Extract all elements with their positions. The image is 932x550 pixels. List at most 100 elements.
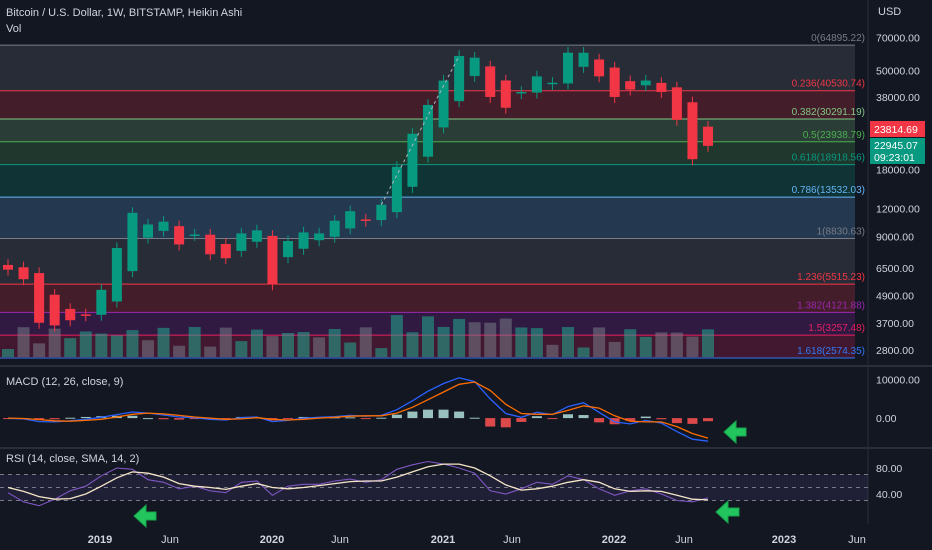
time-tick-label: Jun	[503, 534, 521, 546]
macd-histogram-bar	[547, 418, 558, 420]
trend-line[interactable]	[380, 55, 460, 205]
macd-histogram-bar	[485, 418, 496, 427]
candle-body	[438, 80, 449, 128]
volume-bar	[157, 327, 170, 357]
macd-histogram-bar	[438, 409, 449, 419]
volume-bar	[2, 349, 14, 357]
currency-label: USD	[878, 6, 901, 18]
candle-body	[96, 289, 107, 315]
volume-bar	[48, 328, 61, 357]
candle-body	[49, 294, 60, 326]
volume-bar	[33, 343, 46, 357]
candle-body	[314, 233, 325, 241]
price-scale[interactable]: 70000.0050000.0038000.0028000.0018000.00…	[870, 33, 925, 357]
volume-bar	[655, 332, 668, 357]
macd-histogram-bar	[345, 417, 356, 419]
macd-histogram-bar	[687, 418, 698, 424]
macd-histogram-bar	[360, 418, 371, 420]
macd-histogram-bar	[127, 415, 138, 419]
macd-histogram-bar	[49, 418, 60, 420]
candle-body	[609, 67, 620, 97]
candle-body	[640, 80, 651, 86]
macd-histogram-bar	[531, 416, 542, 419]
volume-bar	[375, 348, 388, 357]
time-tick-label: Jun	[331, 534, 349, 546]
macd-histogram-bar	[158, 418, 169, 420]
candle-body	[578, 52, 589, 67]
volume-bar	[546, 344, 559, 357]
volume-bar	[188, 327, 201, 357]
fib-level-label: 0.786(13532.03)	[792, 185, 865, 196]
macd-histogram-bar	[594, 418, 605, 423]
volume-bar	[670, 332, 683, 357]
macd-histogram-bar	[391, 414, 402, 419]
volume-bar	[17, 327, 30, 357]
candle-body	[423, 104, 433, 157]
fib-level-label: 1(8830.63)	[817, 226, 865, 237]
fib-level-label: 0.236(40530.74)	[792, 79, 865, 90]
candle-body	[391, 166, 402, 213]
candle-body	[267, 235, 278, 285]
volume-bar	[515, 327, 528, 357]
heikin-ashi-candles	[3, 47, 713, 332]
last-price-badge	[870, 121, 925, 137]
fib-band	[0, 284, 855, 313]
candle-body	[671, 87, 682, 120]
time-tick-label: 2022	[602, 534, 626, 546]
candle-body	[236, 233, 247, 251]
macd-histogram-bar	[469, 417, 480, 419]
price-tick-label: 3700.00	[876, 318, 914, 330]
price-tick-label: 50000.00	[876, 65, 920, 77]
macd-histogram-bar	[65, 417, 76, 419]
rsi-ma-line	[7, 463, 709, 501]
candle-body	[360, 219, 371, 221]
volume-bar	[530, 328, 543, 357]
candle-body	[174, 226, 185, 245]
candle-body	[18, 267, 29, 280]
time-tick-label: Jun	[161, 534, 179, 546]
macd-histogram-bar	[516, 418, 527, 422]
volume-bar	[608, 341, 621, 357]
price-tick-label: 18000.00	[876, 164, 920, 176]
price-tick-label: 9000.00	[876, 232, 914, 244]
time-axis[interactable]: 2019 Jun 2020 Jun 2021 Jun 2022 Jun 2023 Jun	[88, 534, 866, 546]
volume-bar	[328, 328, 341, 357]
volume-bar	[577, 347, 590, 357]
candle-body	[220, 243, 231, 259]
volume-label: Vol	[6, 23, 21, 35]
rsi-legend[interactable]: RSI (14, close, SMA, 14, 2)	[6, 453, 139, 465]
macd-arrow-icon	[723, 419, 747, 445]
candle-body	[298, 232, 309, 249]
macd-legend[interactable]: MACD (12, 26, close, 9)	[6, 376, 123, 388]
volume-bar	[468, 322, 481, 357]
macd-histogram-bar	[578, 415, 589, 419]
macd-tick-label: 0.00	[876, 413, 897, 425]
candle-body	[376, 204, 387, 221]
macd-histogram-bar	[376, 417, 387, 419]
volume-bar	[173, 345, 186, 357]
macd-histogram-bar	[703, 418, 713, 422]
volume-bar	[437, 326, 450, 357]
volume-bar	[702, 329, 714, 357]
candle-body	[485, 66, 496, 97]
candle-body	[3, 264, 13, 270]
macd-histogram-bar	[283, 418, 293, 420]
fibonacci-retracement[interactable]: 0(64895.22) 0.236(40530.74) 0.382(30291.19…	[0, 33, 865, 359]
volume-bar	[406, 332, 419, 357]
candle-body	[531, 76, 542, 93]
candle-body	[329, 220, 340, 237]
macd-pane: 10000.00 0.00	[3, 375, 920, 442]
candle-body	[158, 221, 169, 231]
current-price-badge	[870, 138, 925, 164]
rsi-arrow-icon-left	[133, 503, 157, 529]
price-tick-label: 38000.00	[876, 92, 920, 104]
volume-bars	[2, 315, 714, 357]
time-tick-label: Jun	[675, 534, 693, 546]
volume-bar	[297, 331, 310, 357]
volume-bar	[79, 331, 92, 357]
macd-tick-label: 10000.00	[876, 375, 920, 387]
volume-bar	[142, 340, 154, 357]
candle-body	[687, 102, 698, 160]
